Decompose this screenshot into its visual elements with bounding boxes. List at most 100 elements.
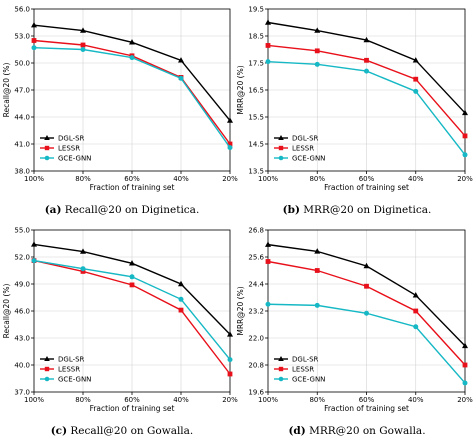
y-tick-label: 13.5 (248, 168, 264, 176)
data-point-dgl-sr (31, 22, 37, 28)
x-tick-label: 60% (359, 175, 375, 183)
data-point-gce-gnn (265, 301, 271, 307)
y-tick-label: 20.8 (248, 362, 264, 370)
panel-caption-text: MRR@20 on Diginetica. (300, 204, 431, 216)
data-point-dgl-sr (178, 280, 184, 287)
legend-label: DGL-SR (292, 135, 319, 143)
legend-marker (44, 356, 50, 361)
y-tick-label: 24.4 (248, 281, 264, 289)
panel-caption: (d) MRR@20 on Gowalla. (288, 425, 425, 437)
data-point-dgl-sr (412, 292, 419, 298)
data-point-dgl-sr (462, 342, 468, 349)
panel-caption-label: (b) (283, 204, 300, 216)
y-tick-label: 44.0 (14, 114, 30, 122)
data-point-lessr (364, 283, 369, 289)
data-point-lessr (265, 43, 271, 48)
data-point-lessr (227, 141, 233, 147)
panel-caption-text: Recall@20 on Diginetica. (61, 204, 199, 216)
data-point-dgl-sr (178, 57, 184, 63)
x-tick-label: 100% (24, 396, 44, 404)
legend-label: LESSR (292, 366, 314, 374)
data-point-dgl-sr (265, 241, 271, 247)
y-tick-label: 16.5 (248, 87, 264, 95)
data-point-dgl-sr (462, 109, 468, 116)
y-tick-label: 19.5 (248, 6, 264, 14)
x-tick-label: 60% (124, 396, 140, 404)
legend-marker (44, 135, 50, 140)
x-tick-label: 20% (222, 175, 238, 183)
legend-marker (278, 356, 284, 361)
data-point-gce-gnn (413, 324, 419, 330)
y-tick-label: 49.0 (14, 281, 30, 289)
data-point-lessr (314, 48, 320, 54)
x-tick-label: 80% (75, 175, 91, 183)
data-point-lessr (227, 371, 233, 377)
x-tick-label: 60% (124, 175, 140, 183)
data-point-gce-gnn (413, 88, 419, 94)
data-point-lessr (413, 76, 419, 82)
data-point-lessr (31, 38, 37, 43)
y-tick-label: 41.0 (14, 141, 30, 149)
legend-marker (44, 145, 50, 151)
legend-marker (44, 366, 50, 372)
legend-marker (278, 135, 284, 140)
y-tick-label: 18.5 (248, 33, 264, 41)
data-point-gce-gnn (462, 152, 468, 158)
data-point-dgl-sr (80, 27, 86, 33)
y-tick-label: 56.0 (14, 6, 30, 14)
x-tick-label: 20% (457, 175, 473, 183)
data-point-dgl-sr (265, 19, 271, 25)
data-point-gce-gnn (178, 296, 184, 302)
legend-label: LESSR (58, 145, 80, 153)
data-point-dgl-sr (363, 262, 370, 269)
y-tick-label: 40.0 (14, 362, 30, 370)
data-point-lessr (462, 133, 468, 139)
x-tick-label: 40% (173, 396, 189, 404)
y-tick-label: 55.0 (14, 227, 30, 235)
data-point-dgl-sr (129, 260, 135, 266)
data-point-lessr (265, 259, 271, 264)
y-tick-label: 47.0 (14, 87, 30, 95)
y-tick-label: 52.0 (14, 254, 30, 262)
x-tick-label: 40% (173, 175, 189, 183)
y-tick-label: 26.8 (248, 227, 264, 235)
data-point-dgl-sr (412, 57, 419, 63)
data-point-lessr (129, 282, 135, 288)
y-tick-label: 22.0 (248, 335, 264, 343)
y-tick-label: 17.5 (248, 60, 264, 68)
panel-caption: (c) Recall@20 on Gowalla. (51, 425, 194, 437)
y-axis-label: Recall@20 (%) (2, 63, 11, 118)
data-point-gce-gnn (314, 302, 320, 308)
panel-caption-label: (a) (45, 204, 62, 216)
legend-marker (44, 155, 50, 161)
y-tick-label: 19.6 (248, 389, 264, 397)
y-tick-label: 14.5 (248, 141, 264, 149)
data-point-gce-gnn (314, 61, 320, 67)
chart-panel-b: 13.5 14.5 15.5 16.5 17.5 18.5 19.5 100% 80% 60% 40… (236, 6, 473, 217)
y-tick-label: 25.6 (248, 254, 264, 262)
data-point-lessr (364, 57, 369, 63)
x-tick-label: 100% (24, 175, 44, 183)
x-axis-label: Fraction of training set (90, 404, 175, 413)
panel-caption: (a) Recall@20 on Diginetica. (45, 204, 200, 216)
data-point-lessr (80, 269, 86, 274)
legend-label: GCE-GNN (292, 376, 325, 384)
x-tick-label: 80% (309, 396, 325, 404)
data-point-dgl-sr (80, 248, 86, 254)
y-tick-label: 50.0 (14, 60, 30, 68)
data-point-gce-gnn (80, 47, 86, 52)
y-tick-label: 23.2 (248, 308, 264, 316)
x-tick-label: 60% (359, 396, 375, 404)
data-point-lessr (413, 308, 419, 314)
data-point-lessr (314, 268, 320, 273)
x-tick-label: 40% (408, 175, 424, 183)
data-point-dgl-sr (314, 248, 321, 254)
y-tick-label: 46.0 (14, 308, 30, 316)
data-point-lessr (80, 42, 86, 48)
data-point-gce-gnn (265, 59, 271, 65)
y-axis-label: Recall@20 (%) (2, 284, 11, 339)
legend-marker (278, 155, 284, 161)
legend-marker (44, 376, 50, 382)
legend-marker (278, 376, 284, 382)
legend-label: DGL-SR (292, 356, 319, 364)
